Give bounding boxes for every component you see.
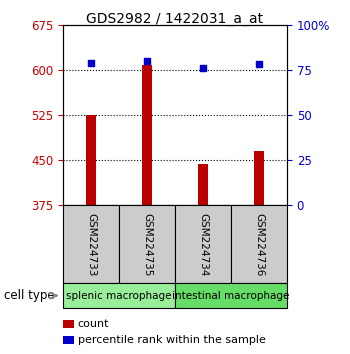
Bar xyxy=(142,65,152,205)
Bar xyxy=(231,205,287,283)
Text: percentile rank within the sample: percentile rank within the sample xyxy=(78,335,266,345)
Point xyxy=(88,60,94,65)
Bar xyxy=(119,205,175,283)
Text: GSM224734: GSM224734 xyxy=(198,212,208,276)
Bar xyxy=(63,283,175,308)
Point xyxy=(144,58,150,64)
Point xyxy=(200,65,206,71)
Bar xyxy=(86,115,96,205)
Text: count: count xyxy=(78,319,109,329)
Text: GDS2982 / 1422031_a_at: GDS2982 / 1422031_a_at xyxy=(86,12,264,27)
Text: GSM224736: GSM224736 xyxy=(254,212,264,276)
Text: cell type: cell type xyxy=(4,289,54,302)
Bar xyxy=(175,283,287,308)
Point xyxy=(256,62,262,67)
Text: GSM224733: GSM224733 xyxy=(86,212,96,276)
Bar xyxy=(198,164,208,205)
Bar xyxy=(254,151,264,205)
Bar xyxy=(63,205,119,283)
Text: GSM224735: GSM224735 xyxy=(142,212,152,276)
Text: splenic macrophage: splenic macrophage xyxy=(66,291,172,301)
Bar xyxy=(175,205,231,283)
Text: intestinal macrophage: intestinal macrophage xyxy=(172,291,290,301)
